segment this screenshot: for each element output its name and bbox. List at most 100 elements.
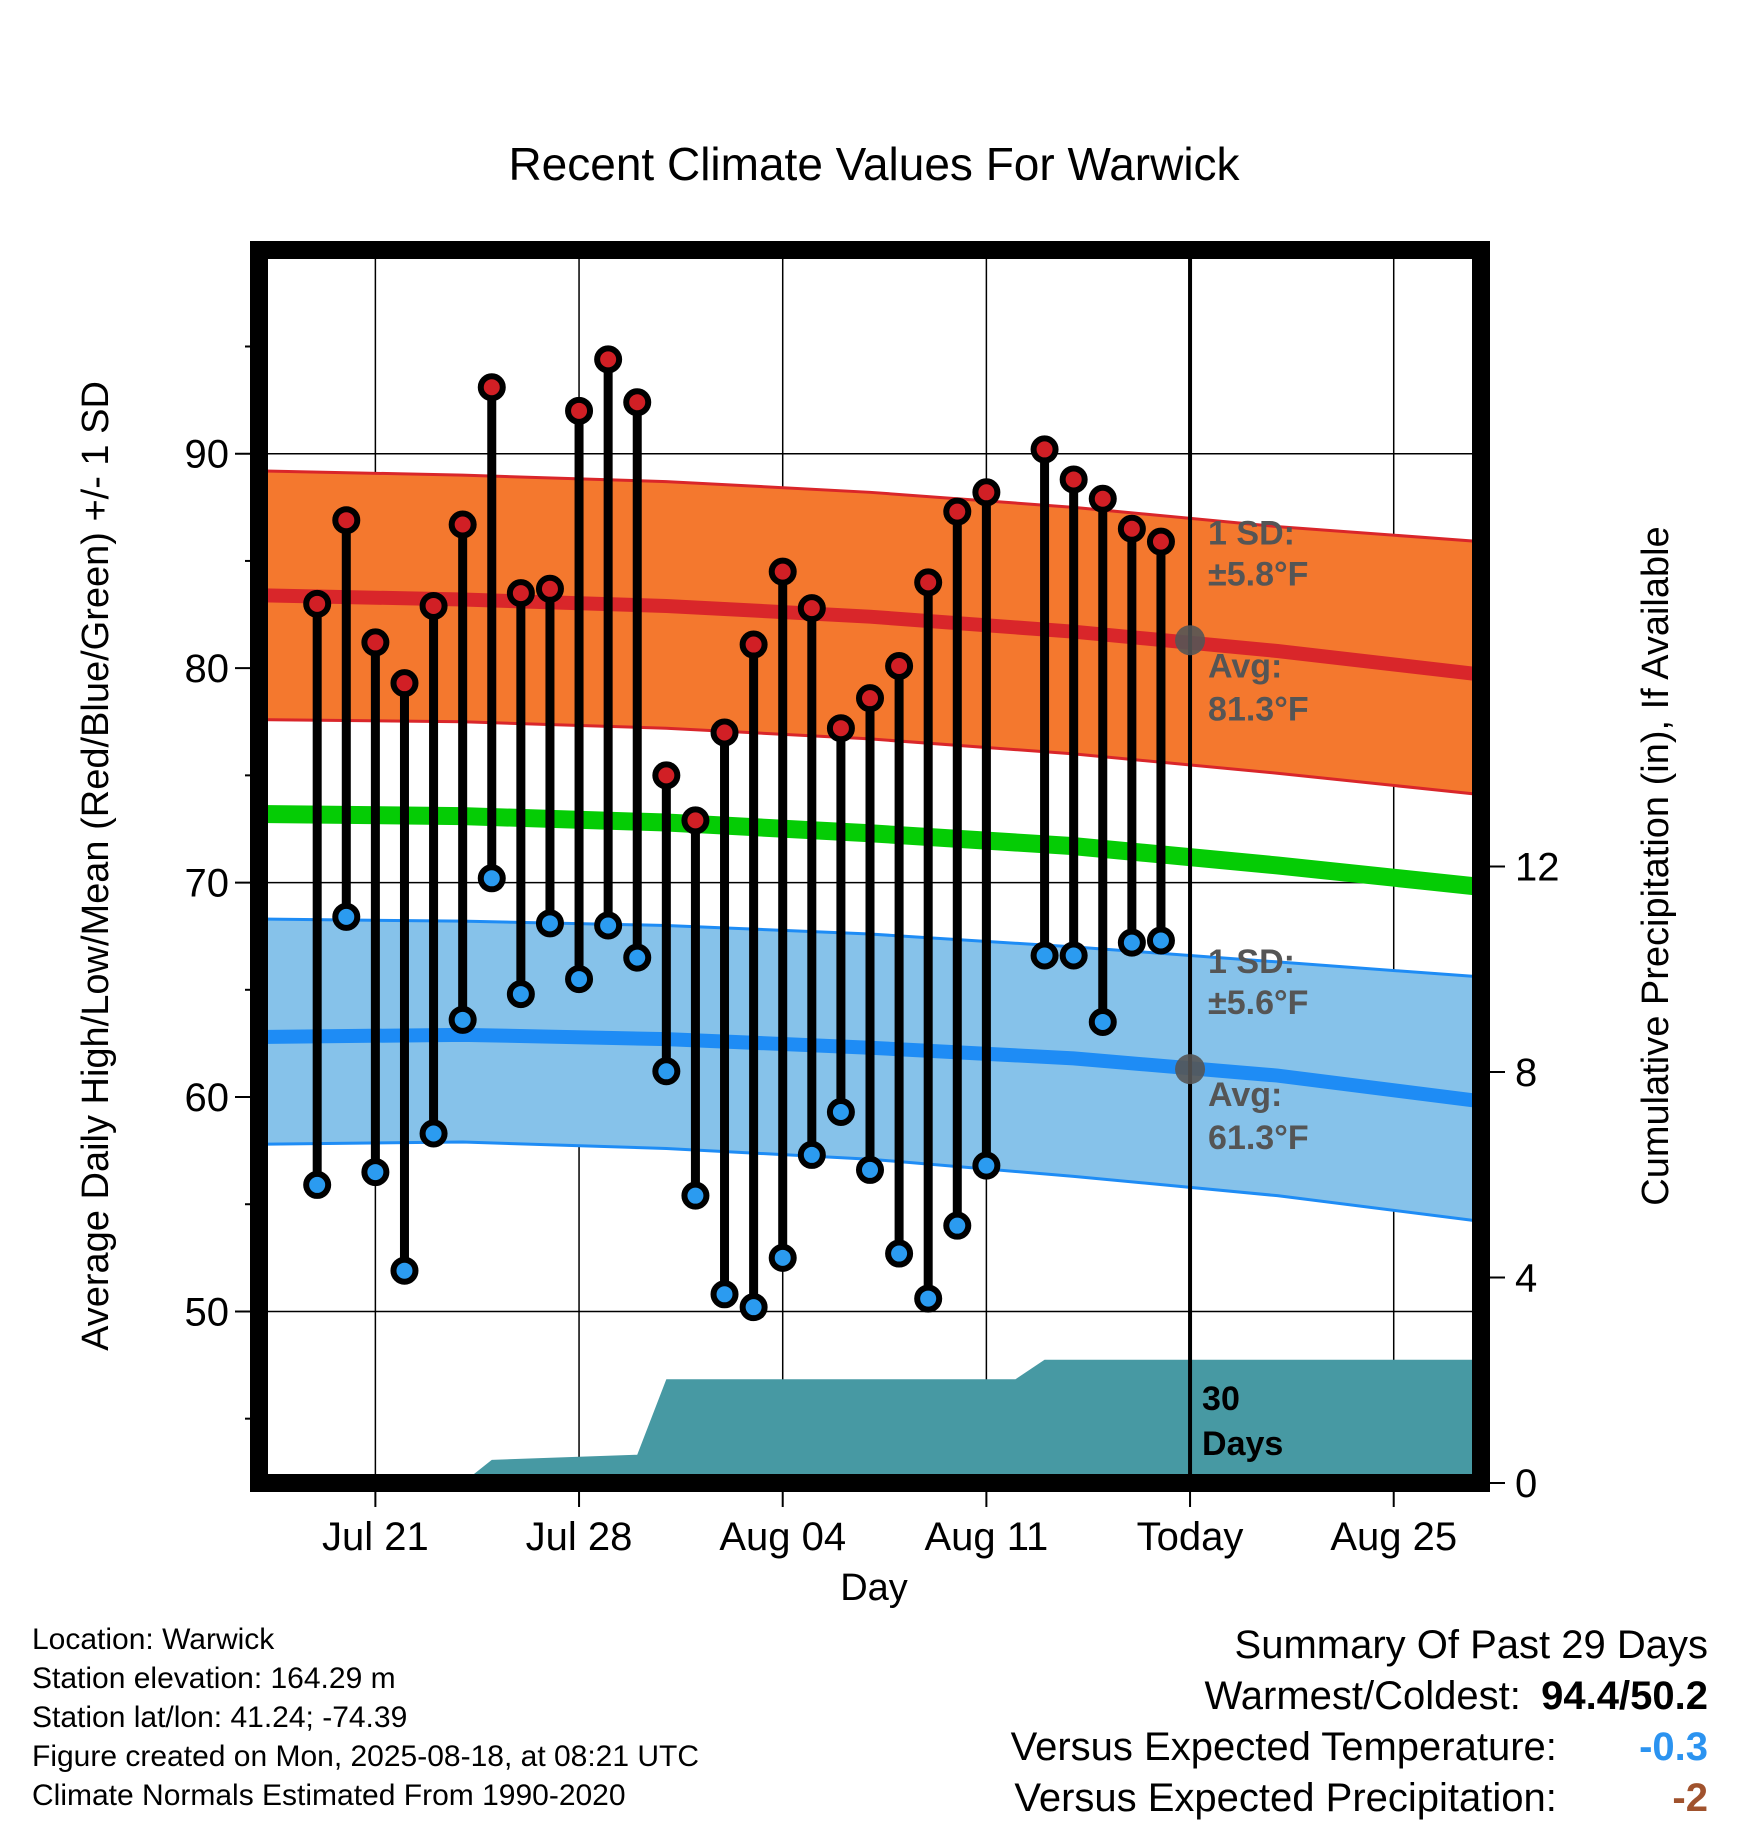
window-label-line1: 30 [1202, 1380, 1240, 1418]
today-low-marker [1175, 1054, 1206, 1085]
high-sd-band [259, 470, 1481, 795]
high-point [535, 574, 564, 603]
high-point [1146, 527, 1175, 556]
x-tick-label: Today [1137, 1515, 1244, 1559]
y-tick-label: 50 [185, 1290, 230, 1334]
high-point [710, 718, 739, 747]
y2-tick-label: 0 [1515, 1462, 1537, 1506]
temp-label: Versus Expected Temperature: [1010, 1725, 1557, 1769]
high-point [972, 478, 1001, 507]
high-sd-label: 1 SD: [1208, 514, 1295, 552]
low-point [303, 1170, 332, 1199]
low-point [419, 1119, 448, 1148]
y-tick-label: 90 [185, 433, 230, 477]
high-point [419, 591, 448, 620]
high-point [1117, 514, 1146, 543]
high-point [652, 761, 681, 790]
y-tick-label: 60 [185, 1076, 230, 1120]
low-point [506, 980, 535, 1009]
temp-value: -0.3 [1639, 1725, 1708, 1769]
low-point [681, 1181, 710, 1210]
low-point [332, 902, 361, 931]
summary-title: Summary Of Past 29 Days [1234, 1623, 1708, 1667]
high-point [390, 669, 419, 698]
precip-label: Versus Expected Precipitation: [1014, 1776, 1557, 1820]
x-tick-label: Jul 28 [526, 1515, 633, 1559]
low-point [885, 1239, 914, 1268]
y2-tick-label: 8 [1515, 1051, 1537, 1095]
low-point [797, 1140, 826, 1169]
low-point [1059, 941, 1088, 970]
location-text: Location: Warwick [32, 1623, 275, 1656]
summary-precip-row: Versus Expected Precipitation: -2 [808, 1773, 1708, 1824]
low-sd-value: ±5.6°F [1208, 984, 1308, 1022]
summary-warmest-row: Warmest/Coldest: 94.4/50.2 [808, 1671, 1709, 1722]
high-point [448, 510, 477, 539]
high-avg-value: 81.3°F [1208, 690, 1309, 728]
high-point [1059, 465, 1088, 494]
low-point [710, 1280, 739, 1309]
high-point [477, 373, 506, 402]
low-point [1030, 941, 1059, 970]
normals-text: Climate Normals Estimated From 1990-2020 [32, 1779, 626, 1812]
high-point [826, 714, 855, 743]
summary-panel: Summary Of Past 29 Days Warmest/Coldest:… [808, 1620, 1708, 1824]
low-avg-label: Avg: [1208, 1076, 1282, 1114]
low-point [972, 1151, 1001, 1180]
low-point [1088, 1007, 1117, 1036]
low-point [856, 1155, 884, 1184]
high-point [943, 497, 972, 526]
x-tick-label: Jul 21 [322, 1515, 429, 1559]
precip-area [259, 1359, 1481, 1483]
high-point [623, 388, 652, 417]
summary-temp-row: Versus Expected Temperature: -0.3 [808, 1722, 1708, 1773]
x-tick-label: Aug 11 [924, 1515, 1048, 1559]
low-point [390, 1256, 419, 1285]
high-point [856, 684, 884, 713]
created-text: Figure created on Mon, 2025-08-18, at 08… [32, 1740, 700, 1773]
low-point [914, 1284, 943, 1313]
warmest-label: Warmest/Coldest: [1204, 1674, 1521, 1718]
low-point [1117, 928, 1146, 957]
high-point [681, 806, 710, 835]
latlon-text: Station lat/lon: 41.24; -74.39 [32, 1701, 408, 1734]
high-point [1030, 435, 1059, 464]
high-point [361, 628, 390, 657]
low-point [1146, 926, 1175, 955]
high-avg-label: Avg: [1208, 647, 1282, 685]
low-point [623, 943, 652, 972]
today-high-marker [1175, 625, 1206, 656]
high-point [565, 396, 594, 425]
low-point [477, 864, 506, 893]
low-point [361, 1158, 390, 1187]
high-point [506, 579, 535, 608]
climate-chart: Recent Climate Values For Warwick 1 SD:±… [75, 138, 1677, 1609]
high-point [1088, 484, 1117, 513]
low-point [594, 911, 623, 940]
station-info: Location: Warwick Station elevation: 164… [32, 1620, 699, 1815]
precip-value: -2 [1672, 1776, 1708, 1820]
high-point [914, 568, 943, 597]
y-tick-label: 70 [185, 862, 230, 906]
low-point [768, 1243, 797, 1272]
window-label-line2: Days [1202, 1425, 1283, 1463]
low-point [739, 1293, 768, 1322]
high-point [594, 345, 623, 374]
y-axis-label: Average Daily High/Low/Mean (Red/Blue/Gr… [75, 381, 117, 1351]
low-point [652, 1057, 681, 1086]
high-point [768, 557, 797, 586]
high-point [332, 506, 361, 535]
low-point [535, 909, 564, 938]
low-point [943, 1211, 972, 1240]
low-avg-value: 61.3°F [1208, 1119, 1309, 1157]
high-upper-line [259, 469, 1481, 544]
x-axis-label: Day [840, 1567, 908, 1609]
high-point [303, 589, 332, 618]
x-tick-label: Aug 04 [719, 1515, 846, 1559]
low-point [565, 965, 594, 994]
y-tick-label: 80 [185, 647, 230, 691]
high-point [797, 594, 826, 623]
elevation-text: Station elevation: 164.29 m [32, 1662, 396, 1695]
low-point [448, 1005, 477, 1034]
low-point [826, 1098, 855, 1127]
